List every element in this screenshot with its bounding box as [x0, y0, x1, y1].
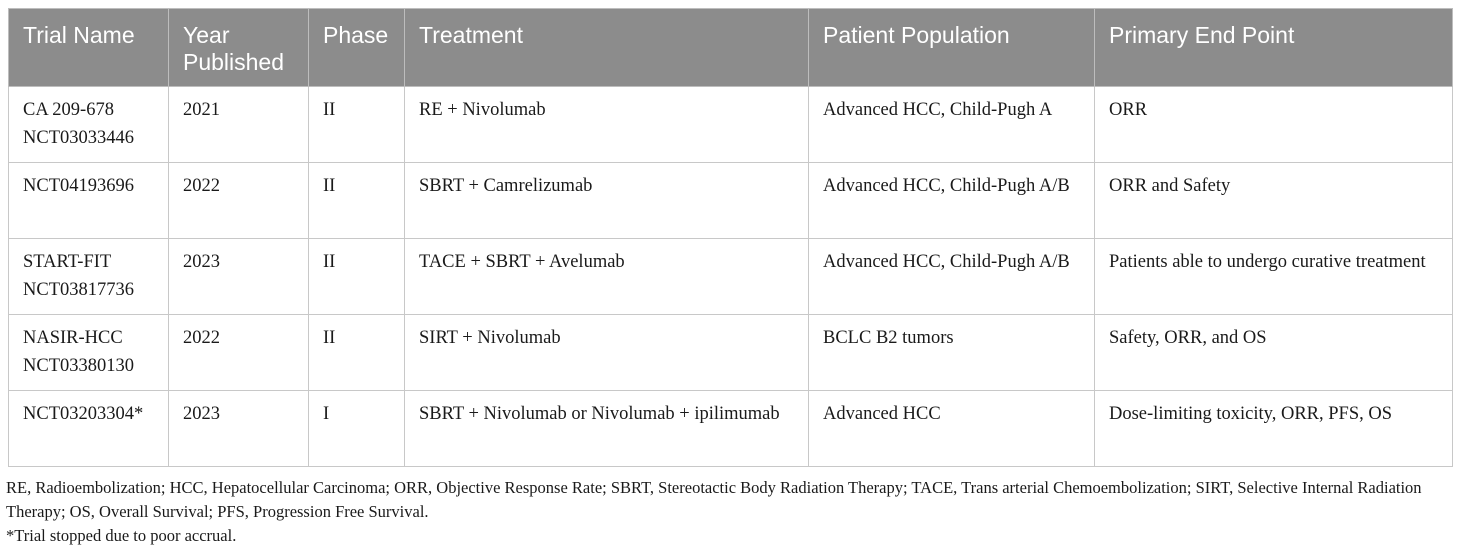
clinical-trials-table-container: Trial Name Year Published Phase Treatmen…	[8, 8, 1453, 467]
cell-trial-name: NCT04193696	[8, 162, 169, 239]
table-body: CA 209-678 NCT03033446 2021 II RE + Nivo…	[8, 86, 1453, 467]
cell-year-published: 2023	[168, 238, 309, 315]
cell-treatment: TACE + SBRT + Avelumab	[404, 238, 809, 315]
cell-trial-name: NCT03203304*	[8, 390, 169, 467]
header-patient-population: Patient Population	[808, 8, 1095, 87]
cell-year-published: 2023	[168, 390, 309, 467]
header-phase: Phase	[308, 8, 405, 87]
cell-patient-population: BCLC B2 tumors	[808, 314, 1095, 391]
cell-phase: II	[308, 314, 405, 391]
cell-treatment: SIRT + Nivolumab	[404, 314, 809, 391]
header-row: Trial Name Year Published Phase Treatmen…	[8, 8, 1453, 87]
table-row: START-FIT NCT03817736 2023 II TACE + SBR…	[8, 238, 1453, 315]
cell-primary-end-point: Patients able to undergo curative treatm…	[1094, 238, 1453, 315]
cell-year-published: 2022	[168, 162, 309, 239]
header-year-published: Year Published	[168, 8, 309, 87]
cell-primary-end-point: ORR and Safety	[1094, 162, 1453, 239]
cell-year-published: 2022	[168, 314, 309, 391]
cell-treatment: RE + Nivolumab	[404, 86, 809, 163]
cell-phase: II	[308, 238, 405, 315]
cell-patient-population: Advanced HCC, Child-Pugh A	[808, 86, 1095, 163]
cell-patient-population: Advanced HCC, Child-Pugh A/B	[808, 238, 1095, 315]
cell-primary-end-point: Safety, ORR, and OS	[1094, 314, 1453, 391]
table-row: CA 209-678 NCT03033446 2021 II RE + Nivo…	[8, 86, 1453, 163]
cell-patient-population: Advanced HCC	[808, 390, 1095, 467]
cell-year-published: 2021	[168, 86, 309, 163]
cell-phase: II	[308, 162, 405, 239]
cell-trial-name: START-FIT NCT03817736	[8, 238, 169, 315]
asterisk-footnote: *Trial stopped due to poor accrual.	[6, 526, 237, 545]
table-row: NCT04193696 2022 II SBRT + Camrelizumab …	[8, 162, 1453, 239]
cell-patient-population: Advanced HCC, Child-Pugh A/B	[808, 162, 1095, 239]
cell-primary-end-point: ORR	[1094, 86, 1453, 163]
clinical-trials-table: Trial Name Year Published Phase Treatmen…	[8, 8, 1453, 467]
cell-treatment: SBRT + Camrelizumab	[404, 162, 809, 239]
table-header: Trial Name Year Published Phase Treatmen…	[8, 8, 1453, 87]
header-trial-name: Trial Name	[8, 8, 169, 87]
cell-trial-name: NASIR-HCC NCT03380130	[8, 314, 169, 391]
header-treatment: Treatment	[404, 8, 809, 87]
cell-phase: I	[308, 390, 405, 467]
abbreviations-footnote: RE, Radioembolization; HCC, Hepatocellul…	[6, 478, 1422, 521]
table-row: NASIR-HCC NCT03380130 2022 II SIRT + Niv…	[8, 314, 1453, 391]
cell-trial-name: CA 209-678 NCT03033446	[8, 86, 169, 163]
table-footnotes: RE, Radioembolization; HCC, Hepatocellul…	[6, 476, 1446, 548]
table-row: NCT03203304* 2023 I SBRT + Nivolumab or …	[8, 390, 1453, 467]
header-primary-end-point: Primary End Point	[1094, 8, 1453, 87]
cell-primary-end-point: Dose-limiting toxicity, ORR, PFS, OS	[1094, 390, 1453, 467]
cell-treatment: SBRT + Nivolumab or Nivolumab + ipilimum…	[404, 390, 809, 467]
cell-phase: II	[308, 86, 405, 163]
